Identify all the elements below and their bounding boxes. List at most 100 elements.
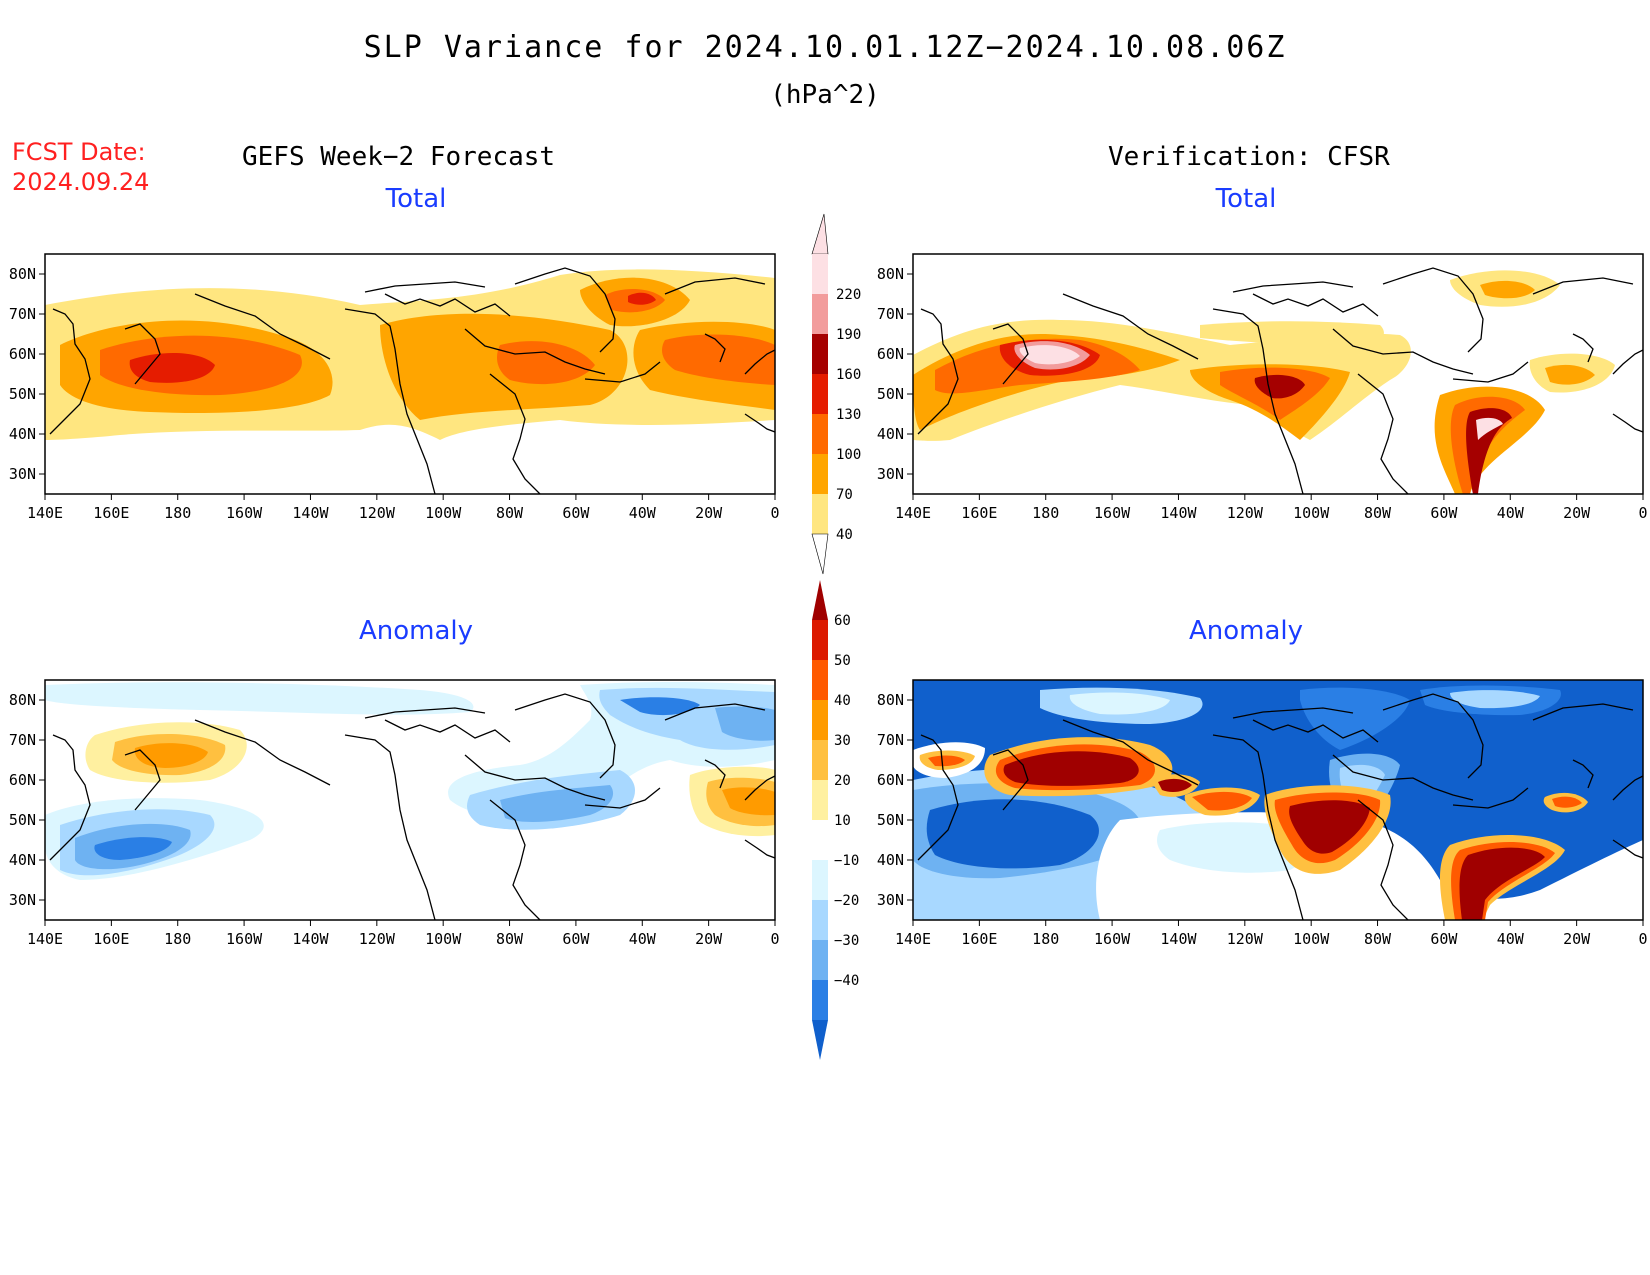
lon-tick-label: 120W bbox=[359, 504, 396, 522]
lon-tick-label: 100W bbox=[425, 930, 462, 948]
coastline-segment bbox=[514, 693, 616, 779]
map-axes: 80N 70N 60N 50N 40N 30N 140E 160E 180 160W 140W 120… bbox=[9, 265, 1648, 948]
lat-tick-label: 80N bbox=[877, 265, 904, 283]
lat-tick-label: 40N bbox=[9, 425, 36, 443]
lon-tick-label: 180 bbox=[164, 930, 191, 948]
lat-tick-label: 50N bbox=[877, 811, 904, 829]
colorbar-level-label: 70 bbox=[836, 487, 853, 503]
lat-tick-label: 30N bbox=[9, 891, 36, 909]
anomaly-colorbar: 60 50 40 30 20 10 −10 −20 −30 −40 bbox=[812, 580, 859, 1060]
lat-tick-label: 80N bbox=[877, 691, 904, 709]
colorbar-top-cap bbox=[811, 213, 829, 255]
lat-tick-label: 50N bbox=[9, 811, 36, 829]
lon-tick-label: 140E bbox=[895, 504, 931, 522]
coastline-segment bbox=[489, 799, 541, 920]
colorbar-level-label: 60 bbox=[834, 613, 851, 629]
lat-tick-label: 70N bbox=[9, 731, 36, 749]
lon-tick-label: 140W bbox=[292, 930, 329, 948]
colorbar-swatch bbox=[812, 374, 828, 414]
lat-tick-label: 60N bbox=[877, 771, 904, 789]
colorbar-level-label: 160 bbox=[836, 367, 861, 383]
lat-tick-label: 60N bbox=[877, 345, 904, 363]
coastline-segment bbox=[744, 839, 775, 859]
lon-tick-label: 120W bbox=[1227, 504, 1264, 522]
lon-tick-label: 20W bbox=[695, 930, 723, 948]
coastline-segment bbox=[344, 734, 436, 920]
coastline-segment bbox=[124, 323, 161, 385]
colorbar-level-label: 130 bbox=[836, 407, 861, 423]
units-label: (hPa^2) bbox=[770, 80, 880, 110]
lon-tick-label: 180 bbox=[1032, 930, 1059, 948]
colorbar-swatch bbox=[812, 820, 828, 860]
coastline-segment bbox=[917, 308, 959, 435]
coastline-segment bbox=[664, 277, 766, 295]
colorbar-level-label: 190 bbox=[836, 327, 861, 343]
forecast-total-frame bbox=[44, 253, 776, 495]
coastline-segment bbox=[744, 413, 775, 433]
lon-tick-label: 40W bbox=[1497, 504, 1525, 522]
coastline-segment bbox=[384, 293, 511, 317]
coastline-segment bbox=[1332, 754, 1474, 801]
lon-tick-label: 0 bbox=[770, 930, 779, 948]
lon-tick-label: 180 bbox=[1032, 504, 1059, 522]
lon-tick-label: 80W bbox=[1364, 504, 1392, 522]
colorbar-swatch bbox=[812, 740, 828, 780]
lon-tick-label: 160E bbox=[93, 930, 129, 948]
lon-tick-label: 40W bbox=[629, 504, 657, 522]
fcst-date-value: 2024.09.24 bbox=[12, 168, 150, 196]
lon-tick-label: 100W bbox=[1293, 930, 1330, 948]
coastline-segment bbox=[364, 281, 486, 293]
coastline-segment bbox=[194, 719, 331, 786]
coastline-segment bbox=[1252, 293, 1379, 317]
verification-anomaly-frame bbox=[912, 679, 1644, 921]
lat-tick-label: 70N bbox=[877, 305, 904, 323]
colorbar-swatch bbox=[812, 334, 828, 374]
lon-tick-label: 160W bbox=[226, 504, 263, 522]
colorbar-top-cap bbox=[812, 580, 828, 620]
coastline-segment bbox=[124, 749, 161, 811]
forecast-anomaly-frame bbox=[44, 679, 776, 921]
lon-tick-label: 140W bbox=[1160, 504, 1197, 522]
colorbar-level-label: −20 bbox=[834, 893, 859, 909]
colorbar-swatch bbox=[812, 414, 828, 454]
colorbar-swatch bbox=[812, 660, 828, 700]
lon-tick-label: 80W bbox=[496, 504, 524, 522]
lon-tick-label: 100W bbox=[425, 504, 462, 522]
map-frames bbox=[44, 253, 1644, 921]
coastline-segment bbox=[1382, 693, 1484, 779]
coastline-segment bbox=[744, 775, 775, 801]
coastline-segment bbox=[992, 323, 1029, 385]
colorbar-level-label: 10 bbox=[834, 813, 851, 829]
coastline-segment bbox=[1532, 703, 1634, 721]
colorbar-level-label: −10 bbox=[834, 853, 859, 869]
coastlines-forecast-anomaly bbox=[49, 693, 775, 920]
lon-tick-label: 0 bbox=[770, 504, 779, 522]
coastline-segment bbox=[1572, 333, 1594, 363]
coastline-segment bbox=[1062, 293, 1199, 360]
colorbar-level-label: 220 bbox=[836, 287, 861, 303]
lat-tick-label: 70N bbox=[877, 731, 904, 749]
coastline-segment bbox=[744, 349, 775, 375]
coastline-segment bbox=[1382, 267, 1484, 353]
lat-tick-label: 30N bbox=[877, 891, 904, 909]
colorbar-level-label: 50 bbox=[834, 653, 851, 669]
lon-tick-label: 160W bbox=[226, 930, 263, 948]
forecast-anomaly-subtitle: Anomaly bbox=[358, 616, 474, 646]
lat-tick-label: 60N bbox=[9, 771, 36, 789]
lat-tick-label: 60N bbox=[9, 345, 36, 363]
lat-tick-label: 40N bbox=[9, 851, 36, 869]
lon-tick-label: 60W bbox=[562, 930, 590, 948]
lon-tick-label: 0 bbox=[1638, 504, 1647, 522]
lat-tick-label: 40N bbox=[877, 851, 904, 869]
coastline-segment bbox=[1612, 349, 1643, 375]
colorbar-swatch bbox=[812, 700, 828, 740]
coastline-segment bbox=[1357, 373, 1409, 494]
verification-anomaly-subtitle: Anomaly bbox=[1188, 616, 1304, 646]
coastline-segment bbox=[1212, 734, 1304, 920]
colorbar-level-label: 40 bbox=[836, 527, 853, 543]
lon-tick-label: 120W bbox=[359, 930, 396, 948]
lon-tick-label: 80W bbox=[1364, 930, 1392, 948]
colorbar-level-label: −30 bbox=[834, 933, 859, 949]
colorbar-swatch bbox=[812, 254, 828, 294]
lon-tick-label: 160E bbox=[961, 930, 997, 948]
